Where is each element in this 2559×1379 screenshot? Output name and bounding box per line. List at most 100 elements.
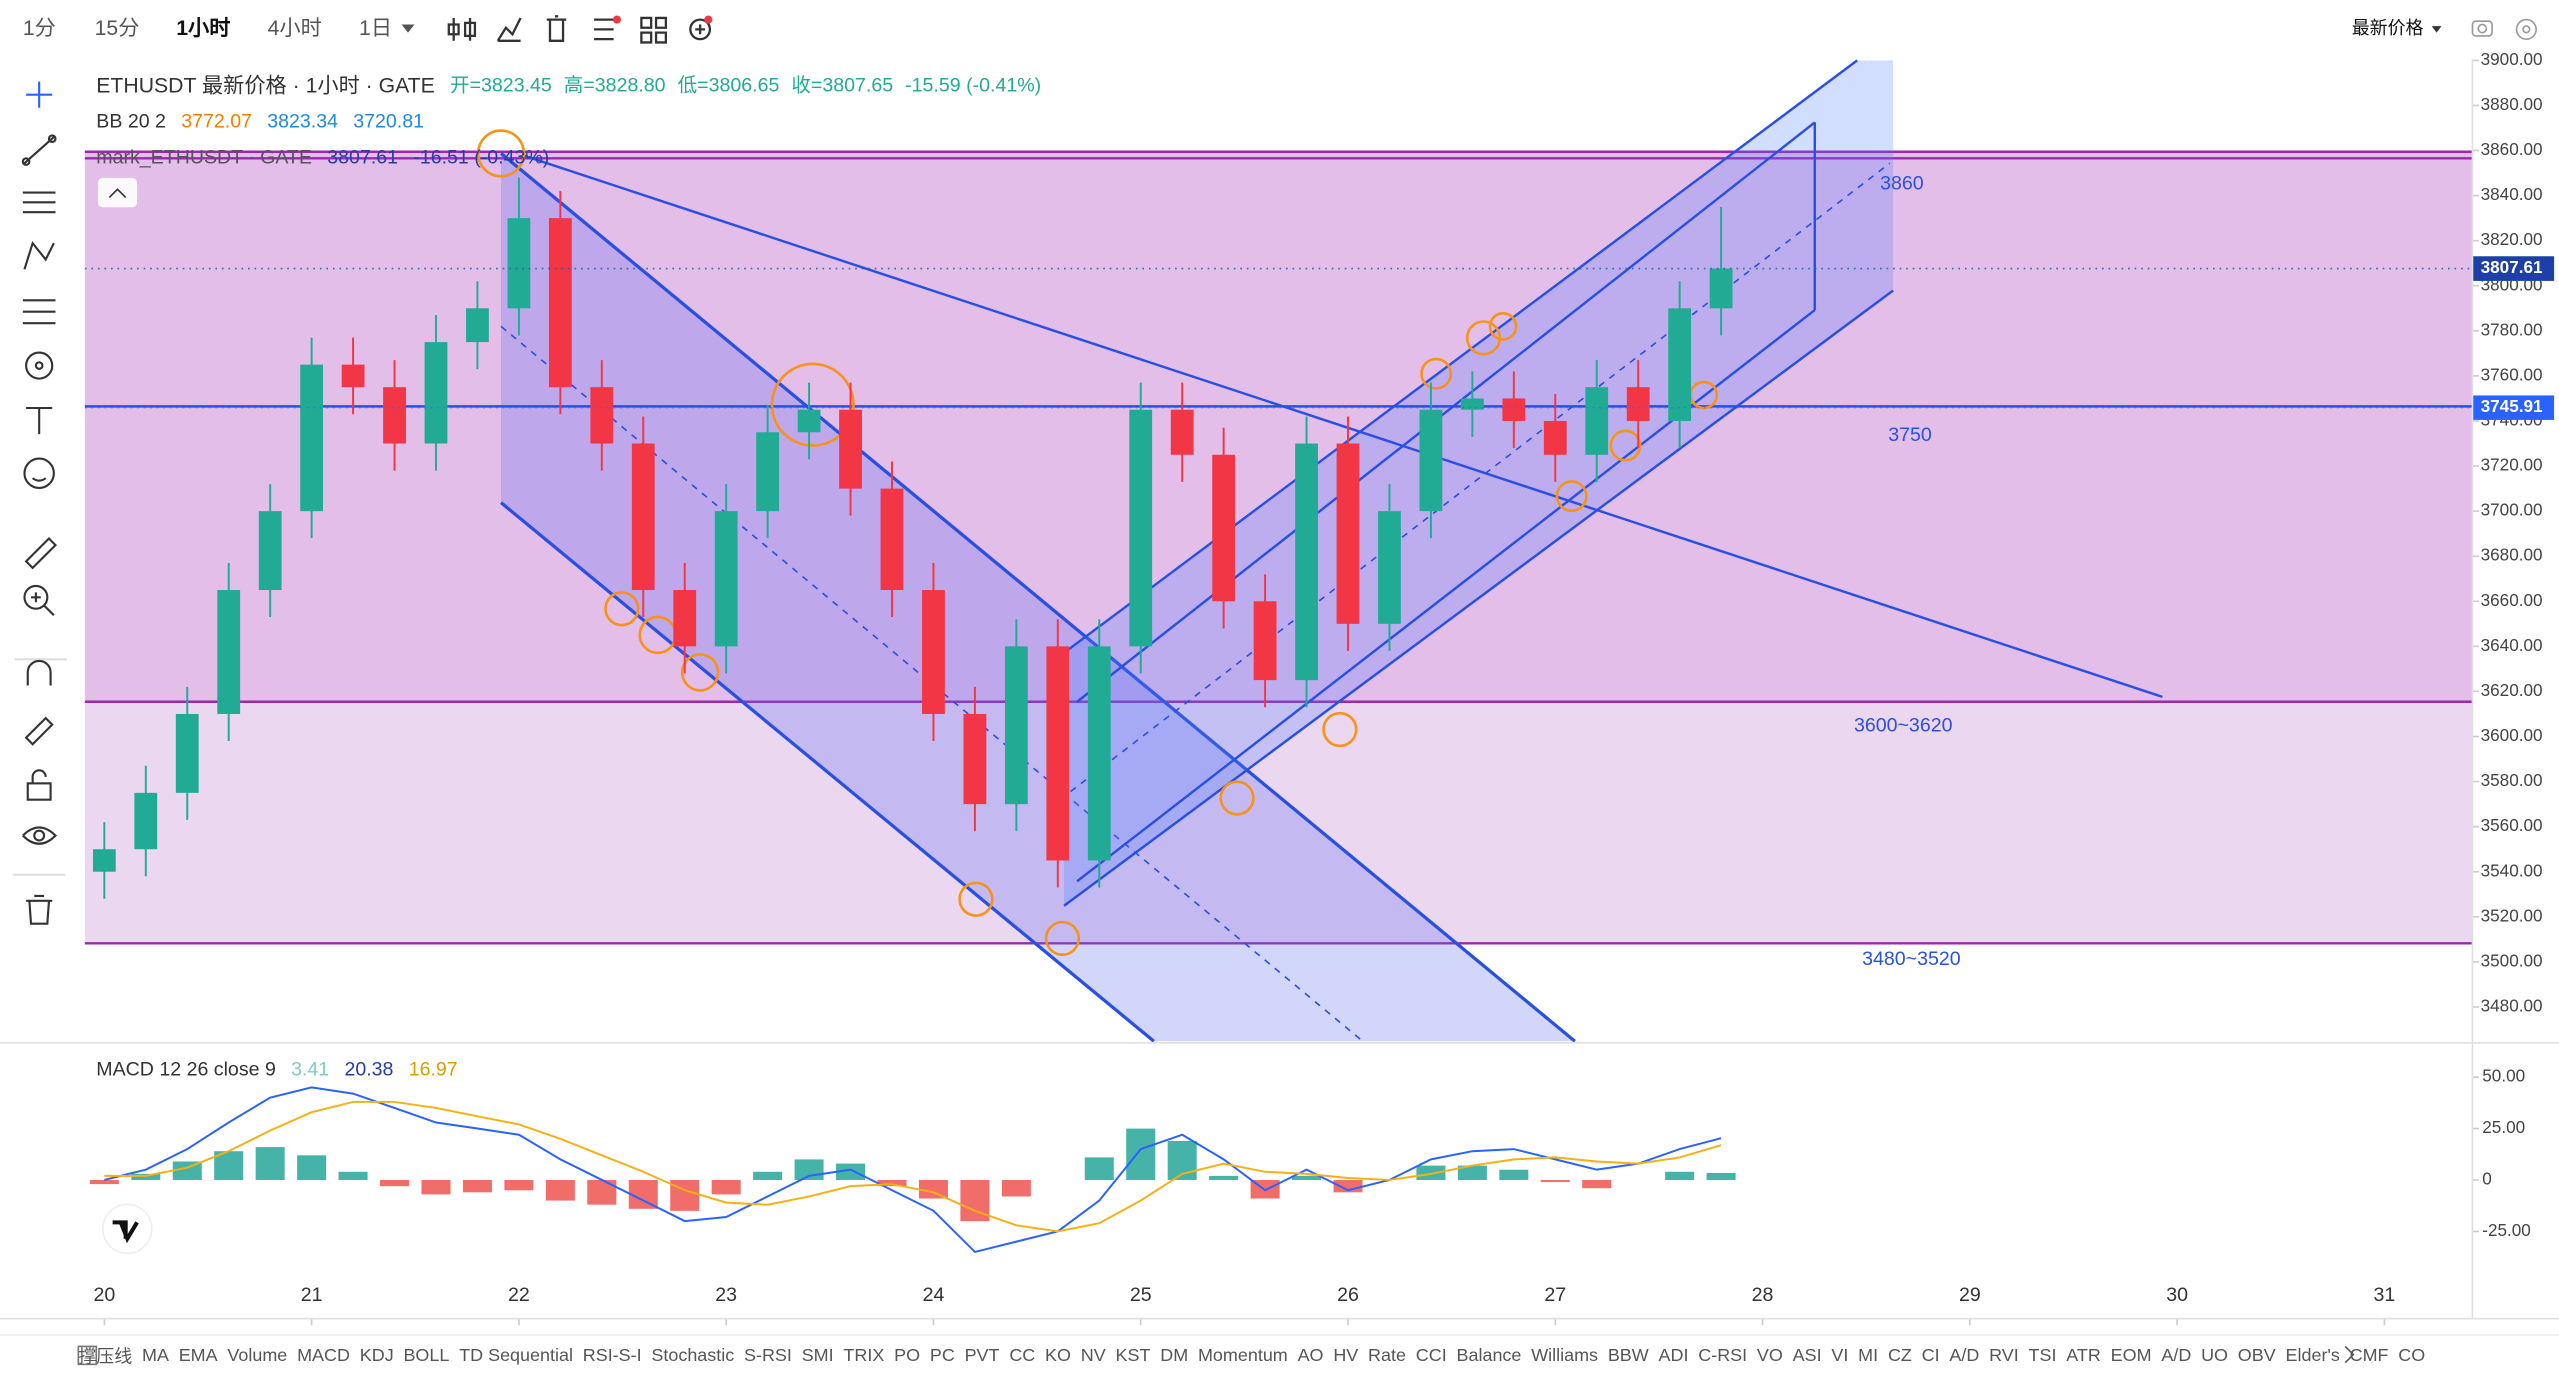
- macd-hist: [1706, 1172, 1736, 1181]
- interval[interactable]: 15分: [95, 16, 140, 40]
- annotation: 3860: [1880, 173, 1924, 195]
- y-tick-label: 3520.00: [2481, 905, 2543, 925]
- indicator-item[interactable]: Stochastic: [651, 1346, 735, 1366]
- indicator-item[interactable]: CI: [1921, 1346, 1940, 1366]
- y-tick-label: 3600.00: [2481, 725, 2543, 745]
- indicator-item[interactable]: Momentum: [1197, 1346, 1288, 1366]
- candle-body: [590, 387, 614, 444]
- candle-body: [341, 364, 365, 388]
- indicator-item[interactable]: OBV: [2237, 1346, 2276, 1366]
- interval[interactable]: 1分: [23, 16, 56, 40]
- indicator-item[interactable]: PO: [894, 1346, 921, 1366]
- indicator-item[interactable]: CCI: [1415, 1346, 1447, 1366]
- indicator-item[interactable]: BOLL: [403, 1346, 450, 1366]
- candle-body: [880, 488, 904, 591]
- y-tick-label: 3880.00: [2481, 94, 2543, 114]
- y-tick-label: 3560.00: [2481, 815, 2543, 835]
- indicator-item[interactable]: PVT: [964, 1346, 1000, 1366]
- candle-body: [175, 713, 199, 793]
- indicator-item[interactable]: KST: [1115, 1346, 1151, 1366]
- change: -15.59 (-0.41%): [905, 75, 1041, 97]
- candle-body: [134, 792, 158, 850]
- indicator-item[interactable]: EMA: [178, 1346, 218, 1366]
- indicator-item[interactable]: DM: [1160, 1346, 1189, 1366]
- macd-hist: [1665, 1171, 1695, 1181]
- indicator-item[interactable]: A/D: [1949, 1346, 1980, 1366]
- indicator-item[interactable]: S-RSI: [744, 1346, 792, 1366]
- y-tick-label: 3500.00: [2481, 950, 2543, 970]
- macd-hist: [297, 1155, 327, 1181]
- indicator-item[interactable]: RSI-S-I: [582, 1346, 642, 1366]
- macd-hist: [545, 1180, 575, 1201]
- indicator-item[interactable]: VI: [1831, 1346, 1849, 1366]
- indicator-item[interactable]: SMI: [801, 1346, 834, 1366]
- indicator-item[interactable]: CC: [1009, 1346, 1036, 1366]
- candle-body: [1004, 646, 1028, 805]
- interval[interactable]: 4小时: [268, 16, 322, 40]
- x-tick-label: 23: [715, 1284, 737, 1306]
- interval[interactable]: 1日: [359, 17, 392, 40]
- indicator-item[interactable]: HV: [1333, 1346, 1359, 1366]
- indicator-item[interactable]: UO: [2201, 1346, 2229, 1366]
- indicator-item[interactable]: Volume: [227, 1346, 288, 1366]
- indicator-item[interactable]: CO: [2398, 1346, 2426, 1366]
- indicator-item[interactable]: ASI: [1792, 1346, 1822, 1366]
- indicator-item[interactable]: VO: [1756, 1346, 1783, 1366]
- candle-body: [797, 409, 821, 433]
- left-tools[interactable]: [13, 81, 67, 925]
- camera-settings[interactable]: [2471, 18, 2537, 40]
- grid-icon[interactable]: [77, 1345, 98, 1366]
- x-tick-label: 26: [1337, 1284, 1359, 1306]
- candle-body: [1419, 409, 1443, 512]
- annotation: 3600~3620: [1854, 714, 1953, 736]
- indicator-item[interactable]: NV: [1080, 1346, 1106, 1366]
- indicator-item[interactable]: TD Sequential: [459, 1346, 573, 1366]
- indicator-item[interactable]: PC: [929, 1346, 955, 1366]
- indicator-item[interactable]: RVI: [1989, 1346, 2019, 1366]
- price-mode[interactable]: 最新价格: [2352, 18, 2424, 38]
- indicator-item[interactable]: TRIX: [843, 1346, 885, 1366]
- more-arrow[interactable]: [2344, 1345, 2355, 1364]
- price-tag: [2472, 395, 2555, 420]
- macd-hist: [1209, 1175, 1239, 1181]
- indicator-item[interactable]: A/D: [2161, 1346, 2192, 1366]
- indicator-item[interactable]: CMF: [2349, 1346, 2389, 1366]
- dropdown-arrow[interactable]: [2431, 26, 2442, 33]
- indicator-item[interactable]: MA: [141, 1346, 169, 1366]
- indicator-item[interactable]: TSI: [2028, 1346, 2057, 1366]
- y-tick-label: 3540.00: [2481, 860, 2543, 880]
- interval-active[interactable]: 1小时: [176, 16, 230, 40]
- indicator-item[interactable]: Williams: [1531, 1346, 1599, 1366]
- macd-y-tick-label: 25.00: [2482, 1117, 2525, 1137]
- macd-hist: [918, 1180, 948, 1199]
- toolbar-icons[interactable]: [447, 15, 712, 44]
- indicator-item[interactable]: CZ: [1887, 1346, 1912, 1366]
- indicator-item[interactable]: MACD: [297, 1346, 350, 1366]
- indicator-item[interactable]: ATR: [2066, 1346, 2101, 1366]
- x-tick-label: 28: [1752, 1284, 1774, 1306]
- y-tick-label: 3680.00: [2481, 545, 2543, 565]
- macd-y-tick-label: -25.00: [2482, 1220, 2531, 1240]
- macd-hist: [1499, 1169, 1529, 1181]
- indicator-item[interactable]: ADI: [1658, 1346, 1689, 1366]
- indicator-item[interactable]: C-RSI: [1698, 1346, 1748, 1366]
- indicator-item[interactable]: EOM: [2110, 1346, 2152, 1366]
- macd-hist: [172, 1161, 202, 1181]
- indicator-item[interactable]: AO: [1297, 1346, 1324, 1366]
- indicator-item[interactable]: KO: [1045, 1346, 1071, 1366]
- indicator-item[interactable]: Elder's: [2285, 1346, 2340, 1366]
- dropdown-arrow[interactable]: [401, 24, 415, 33]
- candle-body: [1253, 601, 1277, 681]
- indicator-item[interactable]: Rate: [1368, 1346, 1406, 1366]
- candle-body: [507, 218, 531, 309]
- indicator-item[interactable]: Balance: [1456, 1346, 1522, 1366]
- y-tick-label: 3840.00: [2481, 184, 2543, 204]
- macd-hist: [462, 1180, 492, 1193]
- candle-body: [1543, 420, 1567, 455]
- annotation: 3750: [1888, 424, 1932, 446]
- indicator-item[interactable]: BBW: [1607, 1346, 1649, 1366]
- indicator-item[interactable]: MI: [1858, 1346, 1879, 1366]
- indicator-item[interactable]: KDJ: [359, 1346, 394, 1366]
- indicator-item[interactable]: 撑压线: [78, 1348, 133, 1368]
- x-tick-label: 29: [1959, 1284, 1981, 1306]
